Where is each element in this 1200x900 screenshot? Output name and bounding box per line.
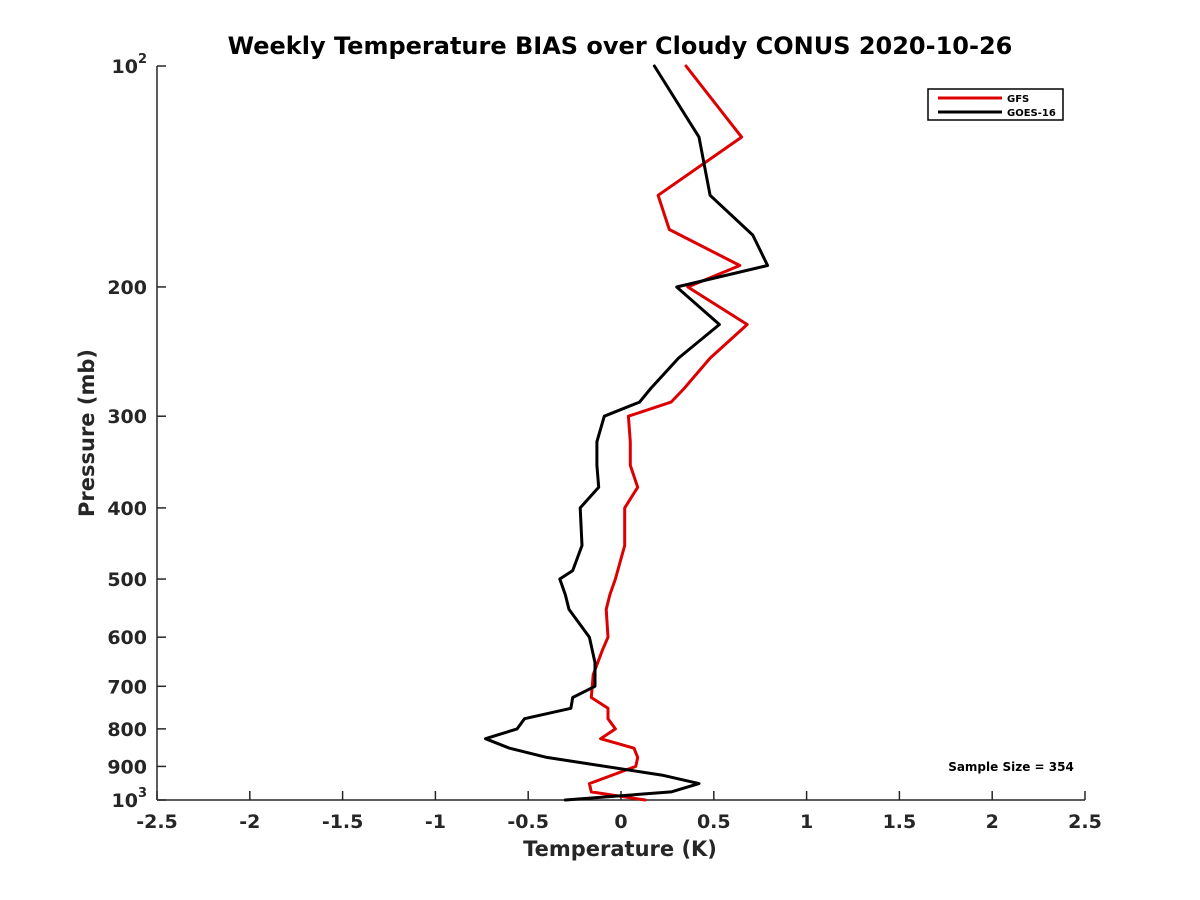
y-axis-label: Pressure (mb) (75, 349, 99, 517)
y-tick-exponent: 2 (138, 52, 147, 67)
y-tick-base: 200 (107, 277, 147, 299)
y-tick-base: 10 (112, 56, 138, 78)
y-tick-label: 900 (107, 756, 147, 778)
x-tick-label: 1 (800, 811, 813, 833)
x-tick-label: 2.5 (1068, 811, 1102, 833)
legend-label-gfs: GFS (1007, 94, 1029, 105)
y-tick-base: 900 (107, 756, 147, 778)
x-tick-label: 1.5 (883, 811, 917, 833)
y-tick-label: 600 (107, 627, 147, 649)
chart-title: Weekly Temperature BIAS over Cloudy CONU… (228, 32, 1013, 60)
legend: GFS GOES-16 (927, 88, 1064, 121)
legend-label-goes-16: GOES-16 (1007, 108, 1056, 119)
y-tick-label: 300 (107, 406, 147, 428)
x-tick-label: -2.5 (136, 811, 178, 833)
x-tick-label: -2 (239, 811, 260, 833)
y-tick-base: 500 (107, 569, 147, 591)
legend-box (927, 88, 1064, 121)
x-tick-label: -0.5 (507, 811, 549, 833)
y-tick-base: 300 (107, 406, 147, 428)
axes (156, 66, 1085, 801)
y-tick-label: 200 (107, 277, 147, 299)
y-tick-label: 103 (112, 786, 148, 812)
x-tick-label: -1.5 (322, 811, 364, 833)
x-axis-ticks: -2.5 -2 -1.5 -1 -0.5 0 0.5 1 1.5 2 2.5 (136, 791, 1102, 833)
x-tick-label: 2 (986, 811, 999, 833)
series-group (484, 64, 770, 802)
series-line-gfs (587, 64, 749, 802)
y-tick-base: 800 (107, 719, 147, 741)
sample-size-annotation: Sample Size = 354 (948, 760, 1074, 774)
y-tick-label: 400 (107, 498, 147, 520)
y-tick-label: 800 (107, 719, 147, 741)
y-tick-base: 400 (107, 498, 147, 520)
x-tick-label: 0 (614, 811, 627, 833)
y-tick-label: 700 (107, 676, 147, 698)
y-tick-label: 500 (107, 569, 147, 591)
y-tick-label: 102 (112, 52, 148, 78)
y-tick-base: 700 (107, 676, 147, 698)
x-tick-label: -1 (425, 811, 446, 833)
series-line-goes-16 (484, 64, 770, 802)
y-tick-exponent: 3 (138, 786, 147, 801)
y-tick-base: 10 (112, 790, 138, 812)
x-tick-label: 0.5 (697, 811, 731, 833)
x-axis-label: Temperature (K) (523, 837, 717, 861)
y-tick-base: 600 (107, 627, 147, 649)
